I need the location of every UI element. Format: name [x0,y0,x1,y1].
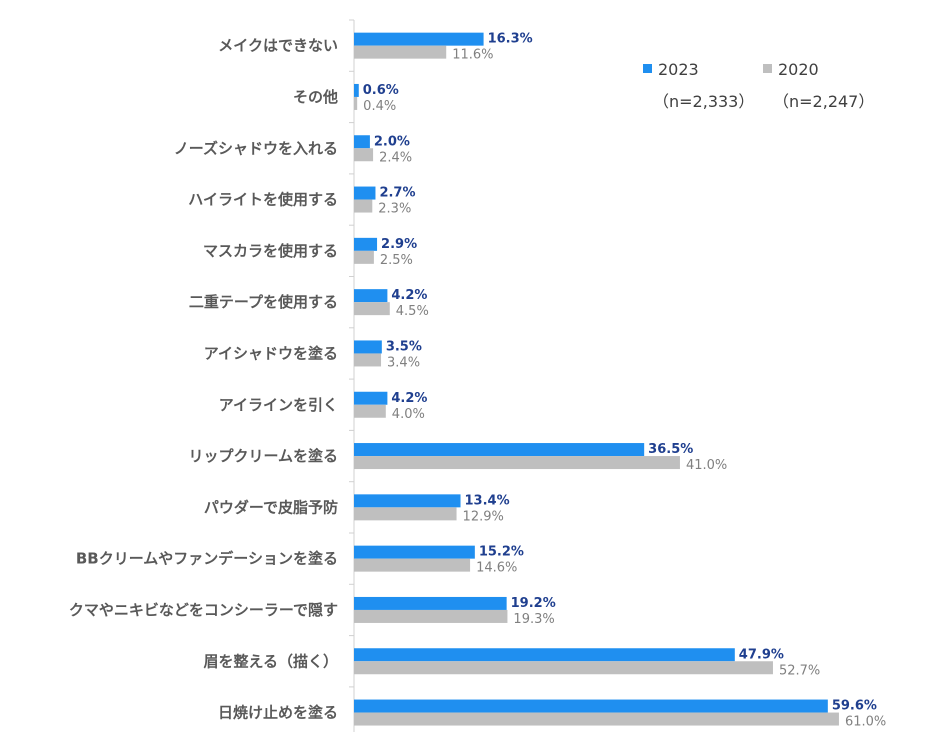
bar-2023 [354,83,359,97]
data-label-2020: 12.9% [463,509,504,524]
legend-label: 2023 [658,60,699,79]
data-label-2020: 2.5% [380,253,413,268]
bar-2020 [354,456,680,470]
bar-2023 [354,545,475,559]
bar-2020 [354,302,390,316]
bar-2023 [354,289,388,303]
data-label-2020: 52.7% [779,663,820,678]
data-label-2020: 61.0% [845,715,886,730]
legend-sample-size: （n=2,247） [773,92,874,111]
bar-2020 [354,404,386,418]
data-label-2023: 36.5% [648,442,693,457]
bar-2023 [354,443,645,457]
data-label-2023: 4.2% [391,391,427,406]
data-label-2020: 4.0% [392,407,425,422]
category-label: マスカラを使用する [203,242,338,260]
data-label-2020: 41.0% [686,458,727,473]
category-label: 眉を整える（描く） [203,652,338,670]
category-label: 二重テープを使用する [189,293,338,311]
bar-2020 [354,712,839,726]
bar-2020 [354,353,382,367]
bar-2023 [354,494,461,508]
bar-2023 [354,699,828,713]
bar-2020 [354,199,373,213]
data-label-2023: 4.2% [391,288,427,303]
bar-2020 [354,45,447,59]
bar-2023 [354,391,388,405]
category-label: ノーズシャドウを入れる [174,139,338,157]
data-label-2020: 19.3% [513,612,554,627]
data-label-2023: 59.6% [832,699,877,714]
category-label: パウダーで皮脂予防 [204,498,338,516]
data-label-2020: 3.4% [387,355,420,370]
legend-label: 2020 [778,60,819,79]
data-label-2020: 2.3% [378,202,411,217]
category-label: リップクリームを塗る [188,447,338,465]
bar-2020 [354,558,471,572]
bar-2020 [354,148,374,162]
data-label-2020: 4.5% [396,304,429,319]
bar-2023 [354,340,382,354]
data-label-2020: 11.6% [452,48,493,63]
bar-2023 [354,648,735,662]
data-label-2023: 3.5% [386,339,422,354]
bar-2020 [354,250,374,264]
category-label: ハイライトを使用する [188,191,338,209]
bar-2020 [354,609,508,623]
data-label-2023: 19.2% [511,596,556,611]
category-label: アイシャドウを塗る [204,344,338,362]
data-label-2020: 2.4% [379,150,412,165]
legend-swatch-2023 [643,64,652,73]
data-label-2023: 2.7% [379,186,415,201]
data-label-2023: 13.4% [465,493,510,508]
bar-2023 [354,32,484,46]
data-label-2023: 0.6% [363,83,399,98]
data-label-2020: 0.4% [363,99,396,114]
data-label-2020: 14.6% [476,561,517,576]
legend-swatch-2020 [763,64,772,73]
legend-sample-size: （n=2,333） [653,92,754,111]
data-label-2023: 2.9% [381,237,417,252]
bar-2023 [354,186,376,200]
data-label-2023: 15.2% [479,545,524,560]
category-label: メイクはできない [218,37,338,55]
category-label: アイラインを引く [219,396,338,414]
data-label-2023: 2.0% [374,134,410,149]
bar-2023 [354,596,507,610]
category-label: 日焼け止めを塗る [218,704,338,722]
bar-2020 [354,507,457,521]
bar-2023 [354,237,378,251]
bar-2020 [354,661,773,675]
data-label-2023: 16.3% [488,32,533,47]
category-label: その他 [293,88,338,106]
data-label-2023: 47.9% [739,647,784,662]
bar-2020 [354,96,358,110]
category-label: BBクリームやファンデーションを塗る [76,550,338,568]
bar-2023 [354,135,370,149]
category-label: クマやニキビなどをコンシーラーで隠す [69,601,338,619]
